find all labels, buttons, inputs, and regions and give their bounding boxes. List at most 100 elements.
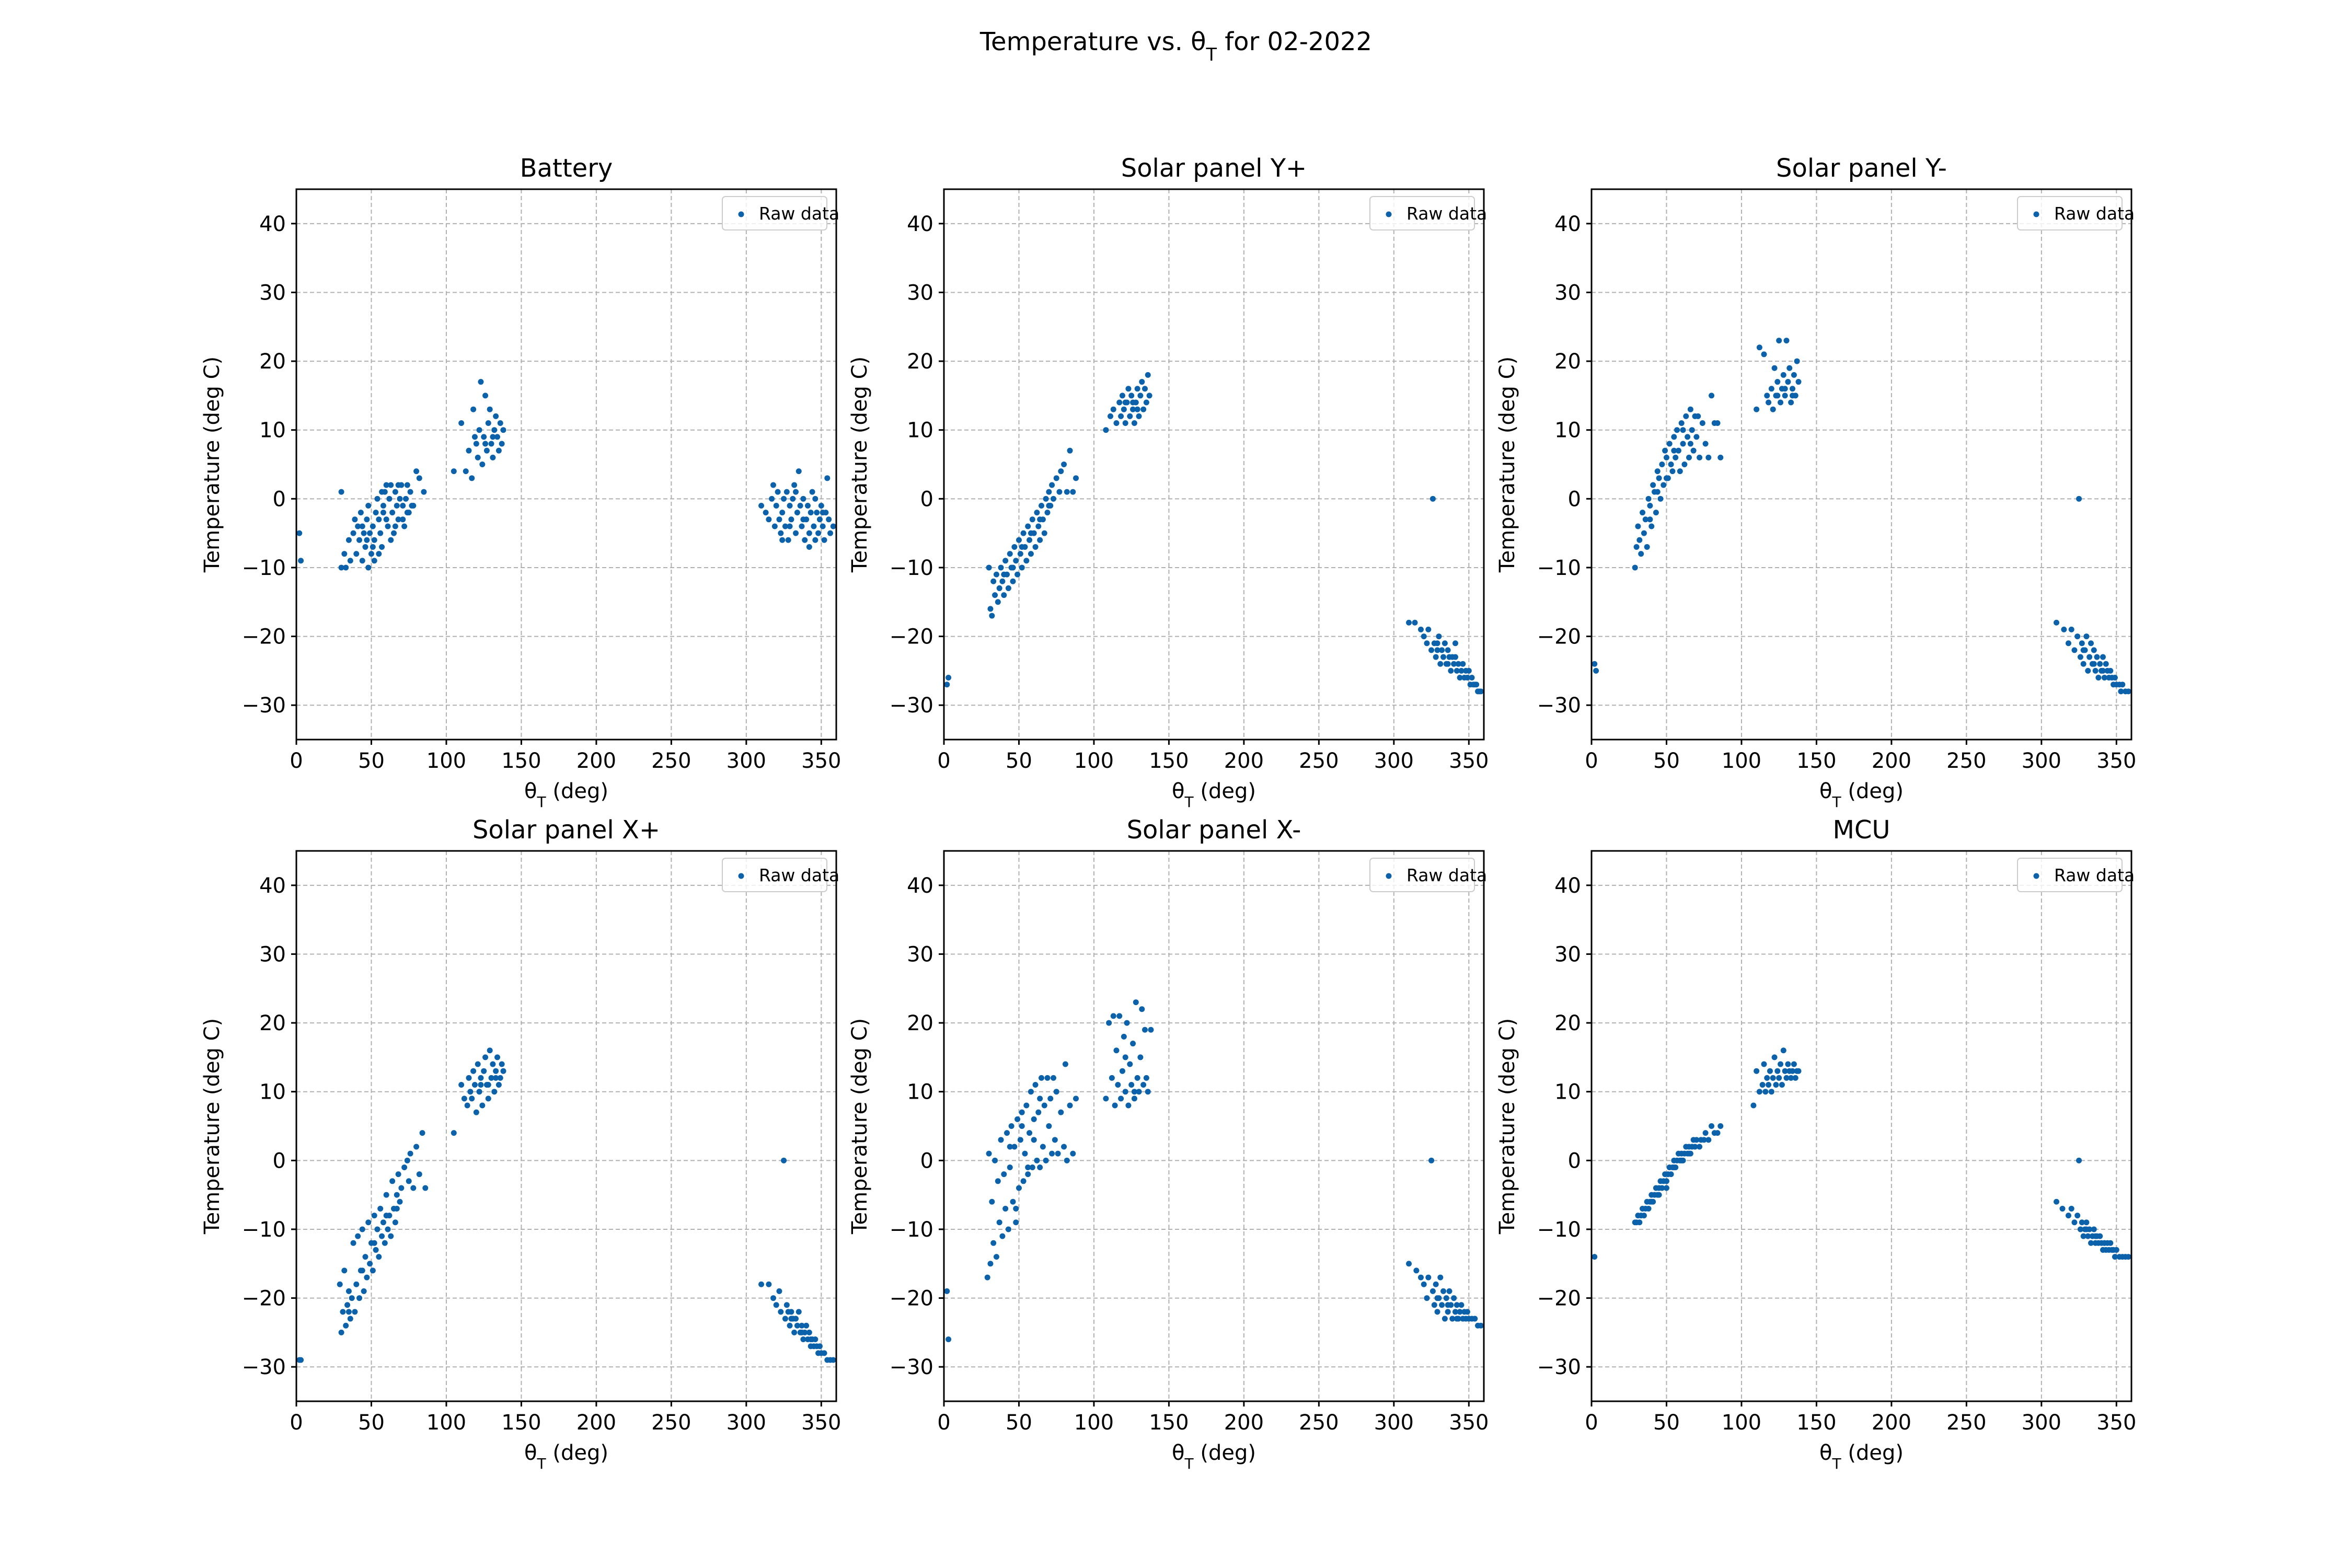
data-point [1454,1302,1460,1308]
data-point [1044,1075,1051,1081]
data-point [809,489,815,495]
data-point [1791,1061,1797,1067]
data-point [1017,1137,1023,1143]
data-point [1061,1144,1067,1150]
data-point [1445,1302,1451,1308]
data-point [1783,1075,1790,1081]
data-point [2085,667,2091,674]
data-point [394,502,400,509]
data-point [1795,1068,1802,1074]
data-point [1434,1309,1440,1315]
data-point [990,578,997,584]
data-point [808,510,814,516]
x-tick-label: 150 [1149,749,1189,773]
data-point [1425,1274,1432,1281]
data-point [1648,523,1655,529]
data-point [485,1096,491,1102]
data-point [1762,1089,1769,1095]
data-point [1028,551,1034,557]
legend-label: Raw data [2054,203,2135,224]
x-tick-label: 250 [1299,1411,1339,1435]
data-point [1139,1006,1145,1012]
data-point [1454,667,1460,674]
data-point [370,1267,376,1274]
data-point [1027,537,1033,543]
data-point [1049,1150,1055,1157]
data-point [984,1274,990,1281]
data-point [470,1068,477,1074]
x-tick-label: 100 [1074,749,1114,773]
data-point [1122,1089,1128,1095]
data-point [1050,495,1056,502]
data-point [1790,386,1796,392]
subplot-4: 0 50 100 150 200 250 300 350 −30 −20 −10 0 10 20 30 40 S… [200,815,841,1472]
y-tick-label: 10 [907,1080,933,1104]
data-point [352,516,358,523]
data-point [806,544,812,550]
data-point [1472,1316,1478,1322]
data-point [989,1198,995,1205]
data-point [1044,510,1051,516]
data-point [410,1185,417,1191]
data-point [1058,1109,1064,1115]
data-point [350,1240,356,1246]
data-point [2065,1213,2071,1219]
data-point [2074,1213,2081,1219]
data-point [397,1198,403,1205]
legend-label: Raw data [1406,203,1487,224]
data-point [996,585,1002,591]
data-point [2088,640,2094,647]
data-point [1709,393,1715,399]
x-tick-label: 200 [577,1411,616,1435]
data-point [1436,633,1442,640]
x-tick-label: 0 [937,1411,950,1435]
data-point [1016,537,1022,543]
data-point [1442,1316,1448,1322]
data-point [1027,1130,1033,1136]
data-point [1695,413,1701,419]
data-point [1136,1089,1142,1095]
data-point [365,1219,372,1226]
data-point [1439,647,1445,653]
legend-marker [738,873,744,879]
y-tick-label: 20 [1554,1011,1581,1035]
data-point [1070,1150,1076,1157]
x-tick-label: 100 [1722,749,1761,773]
data-point [1022,1150,1028,1157]
data-point [344,1302,351,1308]
data-point [2059,1205,2066,1212]
data-point [1633,544,1640,550]
x-tick-label: 300 [2022,749,2061,773]
data-point [2112,1254,2118,1260]
data-point [1668,462,1674,467]
data-point [1693,434,1700,440]
y-tick-label: 10 [1554,1080,1581,1104]
data-point [500,1068,506,1074]
data-point [1130,1041,1136,1047]
data-point [1145,1089,1151,1095]
data-point [1067,1102,1073,1109]
data-point [781,1157,787,1163]
data-point [338,1329,344,1335]
data-point [2094,654,2100,660]
axes-frame [943,850,1485,1402]
data-point [1034,510,1040,516]
y-tick-label: −30 [242,1355,286,1379]
data-point [1635,523,1641,529]
data-point [1137,1054,1144,1060]
data-point [476,1089,482,1095]
data-point [1464,675,1470,681]
data-point [469,475,475,481]
data-point [1134,386,1140,392]
data-point [1795,379,1802,385]
y-tick-label: −10 [890,1218,933,1242]
y-axis-label: Temperature (deg C) [200,1018,224,1235]
data-point [1452,654,1458,660]
data-point [1680,441,1686,447]
data-point [364,1274,370,1281]
data-point [1055,1150,1061,1157]
data-point [355,1233,361,1239]
y-tick-label: 20 [259,1011,286,1035]
data-point [391,530,397,536]
data-point [1644,544,1650,550]
